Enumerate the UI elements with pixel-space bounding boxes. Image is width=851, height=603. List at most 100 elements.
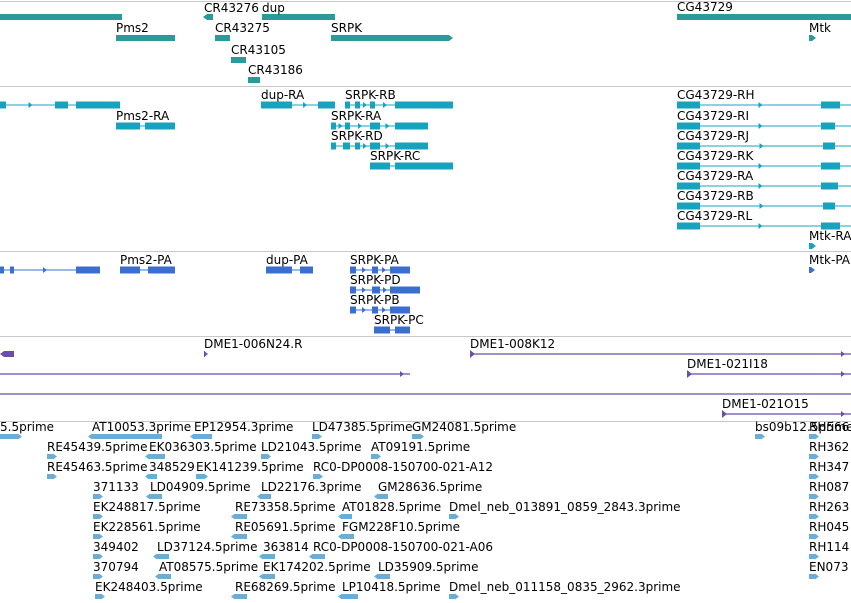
feature-mtk-pa[interactable]: Mtk-PA	[809, 253, 851, 273]
arrow-right-icon	[758, 102, 763, 108]
feature-pms2-ra[interactable]: Pms2-RA	[116, 109, 175, 130]
feature-cr43276[interactable]: CR43276	[204, 1, 259, 15]
feature-at09191-5prime[interactable]: AT09191.5prime	[371, 440, 470, 460]
feature-feature-2[interactable]	[262, 14, 335, 20]
feature-srpk-rb[interactable]: SRPK-RB	[345, 88, 453, 109]
feature-feature-3[interactable]	[0, 371, 410, 377]
feature-srpk-pb[interactable]: SRPK-PB	[350, 293, 410, 314]
arrow-right-icon	[319, 473, 323, 480]
feature-rh347[interactable]: RH347	[809, 460, 849, 480]
feature-feature-0[interactable]	[0, 351, 14, 357]
feature-dmel-neb-011158-0835-2962-3prime[interactable]: Dmel_neb_011158_0835_2962.3prime	[449, 580, 681, 600]
feature-ek174202-5prime[interactable]: EK174202.5prime	[259, 560, 371, 580]
feature-dme1-008k12[interactable]: DME1-008K12	[470, 337, 851, 358]
feature-ek036303-5prime[interactable]: EK036303.5prime	[145, 440, 257, 460]
feature-bs09b12-5prime[interactable]: bs09b12.5prime	[755, 420, 851, 440]
feature-at01828-5prime[interactable]: AT01828.5prime	[338, 500, 441, 520]
feature-ek248817-5prime[interactable]: EK248817.5prime	[93, 500, 201, 520]
feature-rh566[interactable]: RH566	[809, 420, 849, 440]
feature-363814[interactable]: 363814	[259, 540, 309, 560]
feature-cr43105[interactable]: CR43105	[231, 43, 286, 63]
feature-dme1-006n24-r[interactable]: DME1-006N24.R	[204, 337, 302, 357]
feature-ek141239-5prime[interactable]: EK141239.5prime	[196, 460, 304, 480]
feature-ld35909-5prime[interactable]: LD35909.5prime	[374, 560, 479, 580]
feature-label: Pms2	[116, 21, 149, 35]
feature-cg43729[interactable]: CG43729	[677, 0, 851, 20]
feature-re68269-5prime[interactable]: RE68269.5prime	[231, 580, 336, 600]
feature-cg43729-rb[interactable]: CG43729-RB	[677, 189, 851, 210]
feature-re45463-5prime[interactable]: RE45463.5prime	[47, 460, 148, 480]
feature-srpk-pd[interactable]: SRPK-PD	[350, 273, 420, 294]
feature-rc0-dp0008-150700-021-a12[interactable]: RC0-DP0008-150700-021-A12	[313, 460, 493, 480]
feature-rh045[interactable]: RH045	[809, 520, 849, 540]
feature-cr43275[interactable]: CR43275	[215, 21, 270, 41]
feature-srpk-pa[interactable]: SRPK-PA	[350, 253, 410, 274]
feature-rh114[interactable]: RH114	[809, 540, 849, 560]
feature-rh263[interactable]: RH263	[809, 500, 849, 520]
feature-rh362[interactable]: RH362	[809, 440, 849, 460]
feature-mtk-ra[interactable]: Mtk-RA	[809, 229, 851, 249]
feature-371133[interactable]: 371133	[93, 480, 139, 500]
feature-srpk-ra[interactable]: SRPK-RA	[331, 109, 428, 130]
feature-at08575-5prime[interactable]: AT08575.5prime	[155, 560, 258, 580]
feature-ld04909-5prime[interactable]: LD04909.5prime	[146, 480, 251, 500]
feature-label: GM28636.5prime	[378, 480, 482, 494]
feature-feature-0[interactable]	[0, 101, 120, 109]
feature-dme1-021o15[interactable]: DME1-021O15	[722, 397, 851, 418]
feature-349402[interactable]: 349402	[93, 540, 139, 560]
feature-re45439-5prime[interactable]: RE45439.5prime	[47, 440, 148, 460]
feature-ld21043-5prime[interactable]: LD21043.5prime	[261, 440, 362, 460]
feature-cg43729-rh[interactable]: CG43729-RH	[677, 88, 851, 109]
exon-block	[821, 122, 835, 130]
feature-feature-0[interactable]	[0, 266, 100, 274]
feature-en073[interactable]: EN073	[809, 560, 848, 580]
feature-cg43729-rk[interactable]: CG43729-RK	[677, 149, 851, 170]
feature-rh087[interactable]: RH087	[809, 480, 849, 500]
feature-lp10418-5prime[interactable]: LP10418.5prime	[338, 580, 441, 600]
est-block	[263, 574, 275, 579]
arrow-right-icon	[455, 593, 459, 600]
feature-dup[interactable]: dup	[262, 1, 285, 15]
feature-gm28636-5prime[interactable]: GM28636.5prime	[374, 480, 482, 500]
feature-feature-0[interactable]	[0, 14, 122, 20]
est-block	[412, 434, 420, 439]
feature-ek248403-5prime[interactable]: EK248403.5prime	[95, 580, 203, 600]
feature-dmel-neb-013891-0859-2843-3prime[interactable]: Dmel_neb_013891_0859_2843.3prime	[449, 500, 681, 520]
feature-label: bs09b12.5prime	[755, 420, 851, 434]
feature-fgm228f10-5prime[interactable]: FGM228F10.5prime	[338, 520, 460, 540]
feature-srpk-rc[interactable]: SRPK-RC	[370, 149, 453, 170]
feature-srpk-pc[interactable]: SRPK-PC	[374, 313, 424, 334]
feature-5-5prime[interactable]: 5.5prime	[0, 420, 54, 440]
feature-srpk[interactable]: SRPK	[331, 21, 453, 41]
feature-feature-1[interactable]	[203, 14, 213, 20]
feature-pms2[interactable]: Pms2	[116, 21, 175, 41]
arrow-right-icon	[449, 35, 453, 41]
feature-dup-pa[interactable]: dup-PA	[266, 253, 313, 274]
feature-at10053-3prime[interactable]: AT10053.3prime	[88, 420, 191, 440]
feature-370794[interactable]: 370794	[93, 560, 139, 580]
feature-348529[interactable]: 348529	[145, 460, 195, 480]
feature-ld37124-5prime[interactable]: LD37124.5prime	[153, 540, 258, 560]
feature-cg43729-ri[interactable]: CG43729-RI	[677, 109, 851, 130]
feature-label: dup-PA	[266, 253, 309, 267]
feature-gm24081-5prime[interactable]: GM24081.5prime	[412, 420, 516, 440]
arrow-right-icon	[385, 123, 390, 129]
feature-re73358-5prime[interactable]: RE73358.5prime	[231, 500, 336, 520]
feature-ld22176-3prime[interactable]: LD22176.3prime	[257, 480, 362, 500]
feature-dup-ra[interactable]: dup-RA	[261, 88, 335, 109]
feature-cg43729-ra[interactable]: CG43729-RA	[677, 169, 851, 190]
arrow-left-icon	[309, 553, 313, 560]
feature-mtk[interactable]: Mtk	[809, 21, 831, 41]
feature-ld47385-5prime[interactable]: LD47385.5prime	[312, 420, 413, 440]
feature-rc0-dp0008-150700-021-a06[interactable]: RC0-DP0008-150700-021-A06	[309, 540, 493, 560]
feature-ep12954-3prime[interactable]: EP12954.3prime	[190, 420, 293, 440]
feature-dme1-021i18[interactable]: DME1-021I18	[687, 357, 851, 378]
arrow-right-icon	[812, 243, 816, 249]
feature-cr43186[interactable]: CR43186	[248, 63, 303, 83]
feature-cg43729-rl[interactable]: CG43729-RL	[677, 209, 851, 230]
feature-re05691-5prime[interactable]: RE05691.5prime	[231, 520, 336, 540]
feature-pms2-pa[interactable]: Pms2-PA	[120, 253, 175, 274]
feature-cg43729-rj[interactable]: CG43729-RJ	[677, 129, 851, 150]
feature-ek228561-5prime[interactable]: EK228561.5prime	[93, 520, 201, 540]
feature-srpk-rd[interactable]: SRPK-RD	[331, 129, 428, 150]
